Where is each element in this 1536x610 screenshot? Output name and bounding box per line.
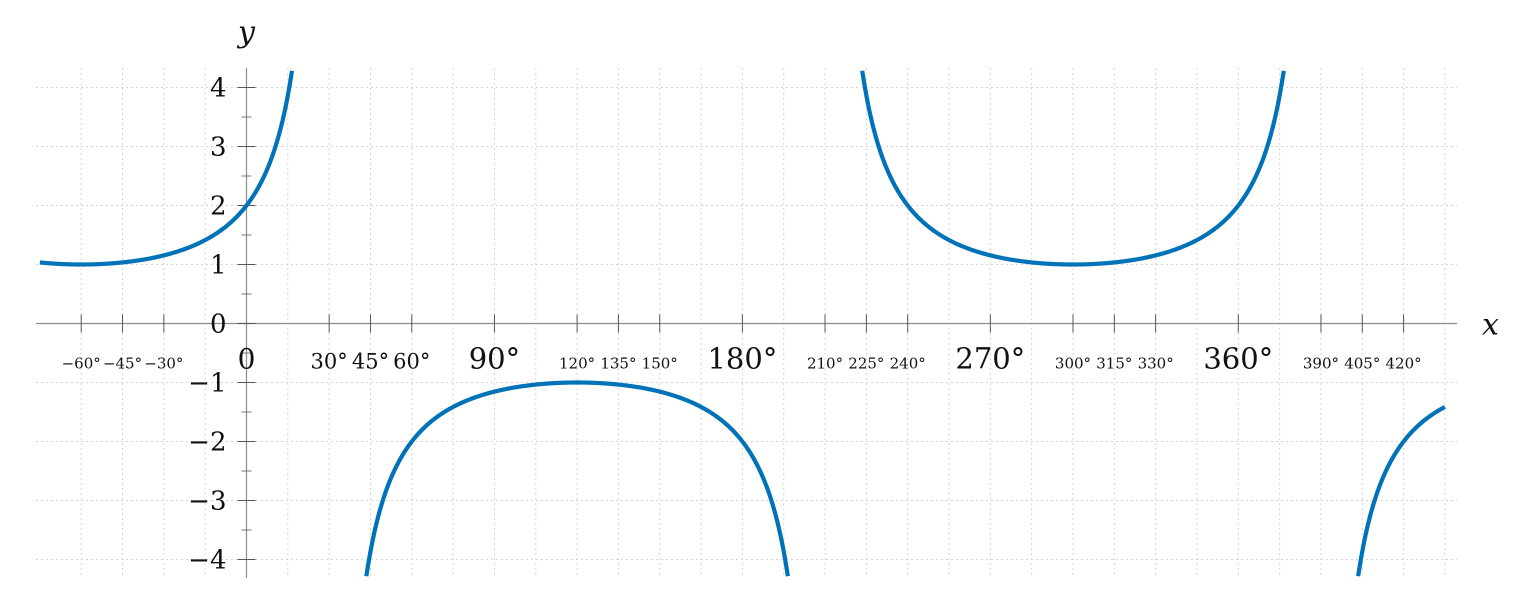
origin-label: 0 (238, 343, 256, 376)
x-tick-label: 210° (807, 355, 843, 373)
x-tick-label: 150° (642, 355, 678, 373)
x-tick-label: 45° (352, 350, 389, 374)
x-tick-label: 405° (1344, 355, 1380, 373)
x-tick-label: 135° (600, 355, 636, 373)
x-tick-label: 315° (1096, 355, 1132, 373)
series-line-branch (364, 380, 790, 577)
y-tick-label: 0 (210, 310, 227, 340)
y-tick-label: 2 (210, 192, 227, 222)
series-line-branch (860, 70, 1286, 267)
y-tick-label: 3 (210, 133, 227, 163)
series (38, 70, 1447, 577)
x-tick-label: 300° (1055, 355, 1091, 373)
x-tick-label: 270° (955, 342, 1025, 376)
y-tick-label: 1 (210, 251, 227, 281)
x-tick-label: −30° (144, 355, 183, 373)
y-axis-title: y (236, 15, 256, 50)
series-line-branch (1356, 405, 1447, 577)
x-tick-label: 90° (469, 342, 520, 376)
tick-labels: −60° −45° −30° 30° 45° 60° 90° 120° 135° 150° 180°… (62, 74, 1422, 576)
y-tick-label: 4 (210, 74, 227, 104)
series-line-branch (38, 70, 295, 267)
x-tick-label: 390° (1303, 355, 1339, 373)
x-tick-label: 240° (890, 355, 926, 373)
x-tick-label: 30° (311, 350, 348, 374)
x-axis-title: x (1482, 308, 1499, 343)
y-tick-label: −2 (188, 428, 226, 458)
x-tick-label: 180° (707, 342, 777, 376)
x-tick-label: −60° (62, 355, 101, 373)
x-tick-label: 60° (393, 350, 430, 374)
x-tick-label: 360° (1203, 342, 1273, 376)
x-tick-label: 330° (1138, 355, 1174, 373)
x-tick-label: 420° (1386, 355, 1422, 373)
x-tick-label: −45° (103, 355, 142, 373)
y-tick-label: −3 (188, 487, 226, 517)
x-tick-label: 120° (559, 355, 595, 373)
y-tick-label: −1 (188, 369, 226, 399)
ticks (80, 87, 1405, 560)
x-tick-label: 225° (848, 355, 884, 373)
y-tick-label: −4 (188, 546, 226, 576)
